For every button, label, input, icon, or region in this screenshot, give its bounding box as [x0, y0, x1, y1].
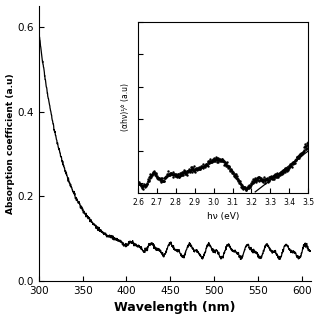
X-axis label: Wavelength (nm): Wavelength (nm) — [114, 301, 236, 315]
Y-axis label: Absorption coefficient (a.u): Absorption coefficient (a.u) — [5, 73, 14, 214]
